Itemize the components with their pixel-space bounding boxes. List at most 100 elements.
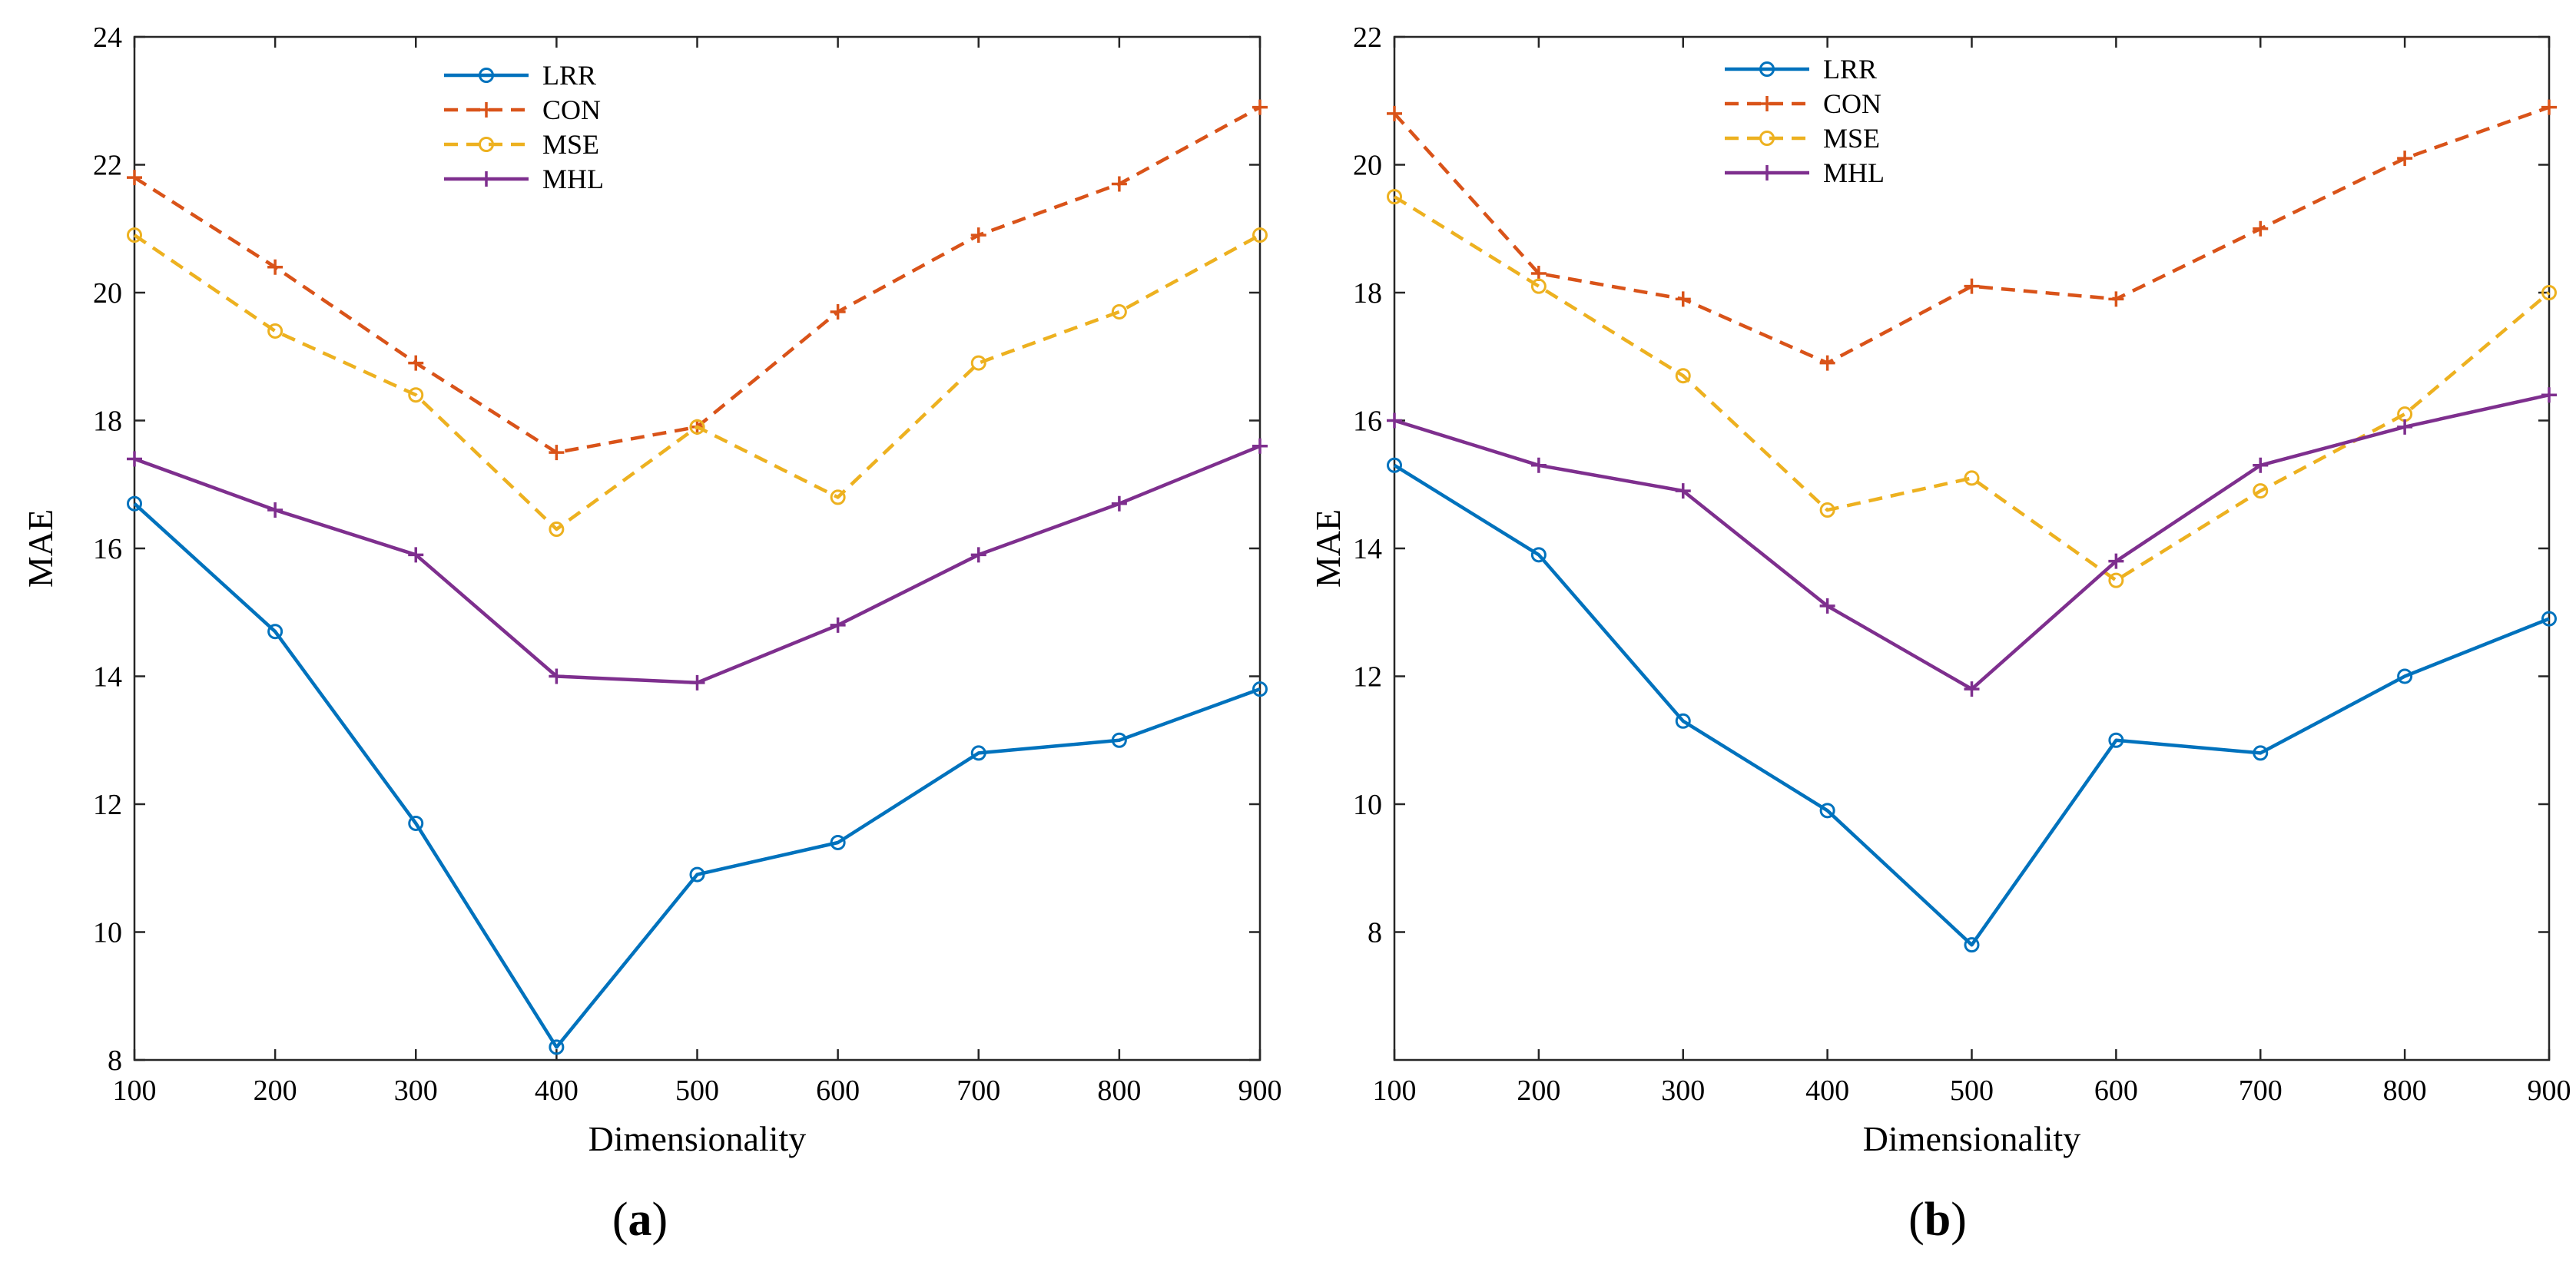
data-point-lrr: [1387, 457, 1402, 473]
data-point-mhl: [549, 668, 565, 684]
x-tick-label: 200: [1517, 1075, 1560, 1107]
caption-paren-close: ): [652, 1194, 668, 1246]
x-tick-label: 200: [254, 1075, 297, 1107]
series-mhl: [127, 438, 1268, 691]
x-tick-label: 800: [2383, 1075, 2427, 1107]
y-tick-label: 18: [1353, 277, 1382, 310]
data-point-con: [2108, 291, 2124, 307]
data-point-lrr: [1530, 547, 1547, 563]
data-point-mhl: [1252, 438, 1268, 454]
x-tick-label: 400: [535, 1075, 579, 1107]
series-line-lrr: [1393, 463, 2550, 947]
x-tick-label: 700: [2239, 1075, 2283, 1107]
data-point-con: [549, 445, 565, 461]
data-point-lrr: [2397, 668, 2413, 684]
data-point-lrr: [408, 815, 424, 831]
data-point-mhl: [267, 502, 283, 518]
legend-marker-mhl: [1759, 165, 1775, 180]
series-line-con: [133, 105, 1261, 455]
legend-label-mhl: MHL: [542, 164, 604, 194]
data-point-mse: [1530, 278, 1547, 294]
data-point-lrr: [1964, 937, 1980, 953]
data-point-lrr: [1675, 713, 1691, 729]
legend-label-mse: MSE: [542, 129, 599, 160]
y-axis-title: MAE: [1308, 509, 1348, 588]
data-point-mse: [549, 522, 565, 538]
data-point-con: [2253, 220, 2269, 237]
data-point-con: [1675, 291, 1691, 307]
data-point-con: [1111, 176, 1127, 192]
y-tick-label: 22: [93, 150, 122, 182]
data-point-lrr: [267, 624, 283, 640]
data-point-mhl: [689, 674, 705, 691]
data-point-lrr: [2253, 745, 2269, 761]
data-point-mse: [1387, 189, 1402, 205]
data-point-mhl: [408, 547, 424, 563]
data-point-mse: [1819, 502, 1835, 518]
legend-marker-con: [1759, 96, 1775, 111]
data-point-mse: [689, 419, 705, 435]
data-point-con: [1387, 105, 1402, 121]
data-point-con: [267, 259, 283, 275]
data-point-con: [1252, 99, 1268, 115]
y-tick-label: 12: [1353, 661, 1382, 694]
legend-label-lrr: LRR: [1823, 54, 1877, 84]
x-tick-label: 500: [1950, 1075, 1994, 1107]
legend-label-mse: MSE: [1823, 123, 1880, 154]
series-line-lrr: [133, 502, 1261, 1049]
data-point-lrr: [1111, 732, 1127, 748]
x-tick-label: 600: [816, 1075, 860, 1107]
axes-box: [1393, 35, 2551, 1061]
legend-marker-lrr: [479, 68, 494, 83]
data-point-lrr: [2541, 611, 2557, 627]
x-axis-title: Dimensionality: [588, 1119, 807, 1158]
data-point-mhl: [2253, 457, 2269, 473]
series-con: [1387, 99, 2557, 371]
y-tick-label: 14: [93, 661, 122, 694]
caption-letter: b: [1925, 1194, 1951, 1246]
series-line-mhl: [1394, 393, 2550, 691]
series-line-mhl: [134, 444, 1261, 685]
y-tick-label: 20: [1353, 150, 1382, 182]
panel-caption: (a): [612, 1194, 668, 1246]
data-point-mse: [2541, 285, 2557, 300]
data-point-mhl: [1675, 483, 1691, 499]
y-tick-label: 18: [93, 406, 122, 438]
y-tick-label: 16: [1353, 406, 1382, 438]
chart-panel-a: 100 200 300 400 500 600 700 800 900 8 10 12 14 16 18 20…: [21, 22, 1282, 1246]
data-point-lrr: [830, 834, 846, 850]
x-tick-label: 700: [956, 1075, 1000, 1107]
data-point-con: [970, 227, 986, 243]
data-point-lrr: [127, 495, 142, 512]
series-lrr: [127, 495, 1268, 1055]
data-point-con: [2541, 99, 2557, 115]
data-point-lrr: [970, 745, 986, 761]
legend-marker-lrr: [1759, 61, 1775, 77]
y-tick-label: 14: [1353, 533, 1382, 565]
data-point-mhl: [2108, 553, 2124, 569]
data-point-mse: [1964, 470, 1980, 486]
data-point-mse: [408, 387, 424, 403]
data-point-con: [127, 170, 142, 186]
data-point-mhl: [1819, 598, 1835, 614]
data-point-mse: [1675, 368, 1691, 384]
legend-marker-con: [479, 102, 494, 118]
x-tick-label: 100: [113, 1075, 157, 1107]
data-point-con: [830, 303, 846, 320]
x-axis-title: Dimensionality: [1863, 1119, 2081, 1158]
series-line-con: [1393, 105, 2550, 365]
y-tick-label: 10: [93, 917, 122, 949]
caption-paren-open: (: [1908, 1194, 1925, 1246]
panel-caption: (b): [1908, 1194, 1967, 1246]
data-point-mse: [1111, 303, 1127, 320]
data-point-mhl: [127, 451, 142, 467]
chart-panel-b: 100 200 300 400 500 600 700 800 900 8 10 12 14 16 18 20…: [1308, 22, 2571, 1246]
series-con: [127, 99, 1268, 461]
data-point-lrr: [689, 866, 705, 883]
series-mse: [1387, 189, 2557, 588]
data-point-mhl: [2541, 387, 2557, 403]
y-tick-label: 20: [93, 277, 122, 310]
x-tick-label: 300: [1661, 1075, 1705, 1107]
y-tick-label: 16: [93, 533, 122, 565]
